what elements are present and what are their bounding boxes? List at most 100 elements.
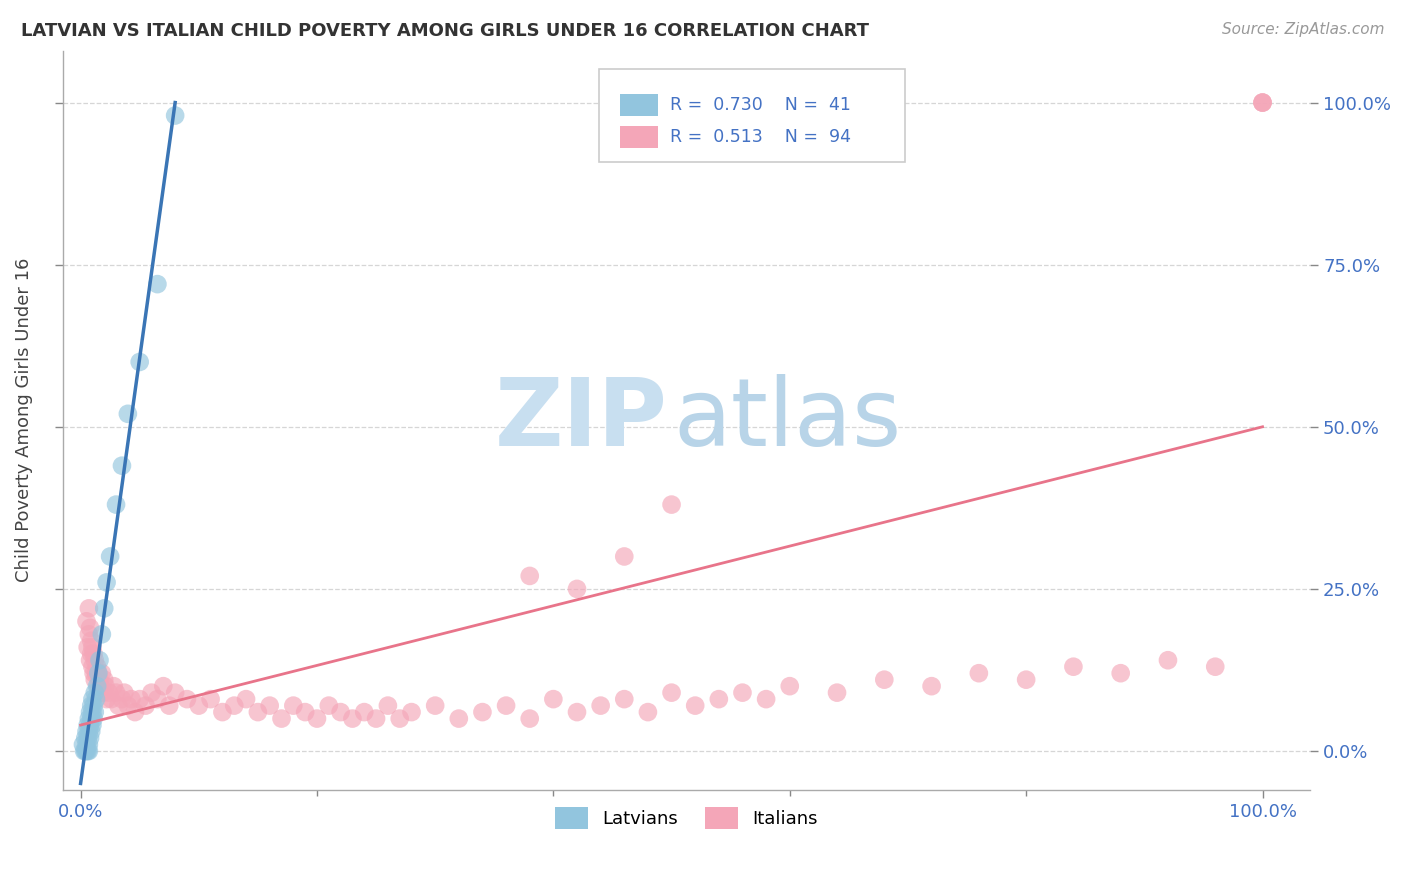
FancyBboxPatch shape — [599, 70, 904, 161]
Point — [176, 692, 198, 706]
Point — [83, 698, 105, 713]
Point — [224, 698, 246, 713]
Point — [388, 712, 411, 726]
Point — [93, 601, 115, 615]
Text: Source: ZipAtlas.com: Source: ZipAtlas.com — [1222, 22, 1385, 37]
Point — [107, 698, 129, 713]
Point — [471, 705, 494, 719]
Point — [1251, 95, 1274, 110]
Point — [77, 724, 100, 739]
Point — [519, 712, 541, 726]
Point — [519, 569, 541, 583]
Point — [90, 627, 112, 641]
Point — [565, 705, 588, 719]
Point — [294, 705, 316, 719]
Point — [76, 744, 98, 758]
Point — [111, 458, 134, 473]
Point — [135, 698, 157, 713]
Point — [80, 698, 103, 713]
Point — [967, 666, 990, 681]
Point — [731, 686, 754, 700]
Point — [79, 705, 101, 719]
Point — [80, 647, 103, 661]
Point — [1204, 659, 1226, 673]
Point — [105, 498, 128, 512]
Point — [157, 698, 180, 713]
Point — [83, 712, 105, 726]
Point — [87, 666, 110, 681]
Point — [1251, 95, 1274, 110]
Point — [165, 686, 187, 700]
Point — [87, 666, 110, 681]
Point — [779, 679, 801, 693]
Point — [661, 686, 683, 700]
Point — [401, 705, 423, 719]
Point — [1109, 666, 1132, 681]
Point — [98, 549, 121, 564]
Point — [447, 712, 470, 726]
Point — [96, 575, 118, 590]
Point — [76, 738, 98, 752]
Point — [120, 692, 142, 706]
Point — [76, 615, 98, 629]
Point — [77, 738, 100, 752]
Point — [921, 679, 943, 693]
Point — [141, 686, 163, 700]
Point — [637, 705, 659, 719]
Point — [76, 718, 98, 732]
Point — [755, 692, 778, 706]
Point — [152, 679, 174, 693]
Point — [79, 731, 101, 745]
Point — [683, 698, 706, 713]
Point — [211, 705, 233, 719]
Point — [100, 692, 122, 706]
Point — [79, 718, 101, 732]
Point — [83, 705, 105, 719]
Point — [90, 679, 112, 693]
Point — [200, 692, 222, 706]
Point — [90, 666, 112, 681]
Point — [707, 692, 730, 706]
Point — [353, 705, 375, 719]
Point — [565, 582, 588, 596]
FancyBboxPatch shape — [620, 94, 658, 116]
Point — [89, 673, 111, 687]
Point — [77, 627, 100, 641]
Point — [83, 666, 105, 681]
Point — [246, 705, 269, 719]
Point — [329, 705, 352, 719]
Point — [270, 712, 292, 726]
Point — [111, 692, 134, 706]
Point — [75, 731, 97, 745]
Point — [80, 633, 103, 648]
Point — [235, 692, 257, 706]
Point — [82, 659, 104, 673]
Y-axis label: Child Poverty Among Girls Under 16: Child Poverty Among Girls Under 16 — [15, 258, 32, 582]
Point — [1062, 659, 1084, 673]
Point — [1157, 653, 1180, 667]
Point — [117, 407, 139, 421]
Point — [495, 698, 517, 713]
Point — [76, 744, 98, 758]
Point — [1015, 673, 1038, 687]
FancyBboxPatch shape — [620, 126, 658, 148]
Point — [1251, 95, 1274, 110]
Point — [128, 692, 150, 706]
Point — [96, 692, 118, 706]
Point — [80, 724, 103, 739]
Point — [77, 712, 100, 726]
Point — [377, 698, 399, 713]
Point — [318, 698, 340, 713]
Point — [661, 498, 683, 512]
Point — [543, 692, 565, 706]
Point — [873, 673, 896, 687]
Point — [259, 698, 281, 713]
Point — [83, 673, 105, 687]
Point — [146, 277, 169, 292]
Point — [72, 738, 94, 752]
Point — [76, 640, 98, 655]
Point — [86, 679, 108, 693]
Point — [187, 698, 209, 713]
Point — [82, 692, 104, 706]
Point — [76, 731, 98, 745]
